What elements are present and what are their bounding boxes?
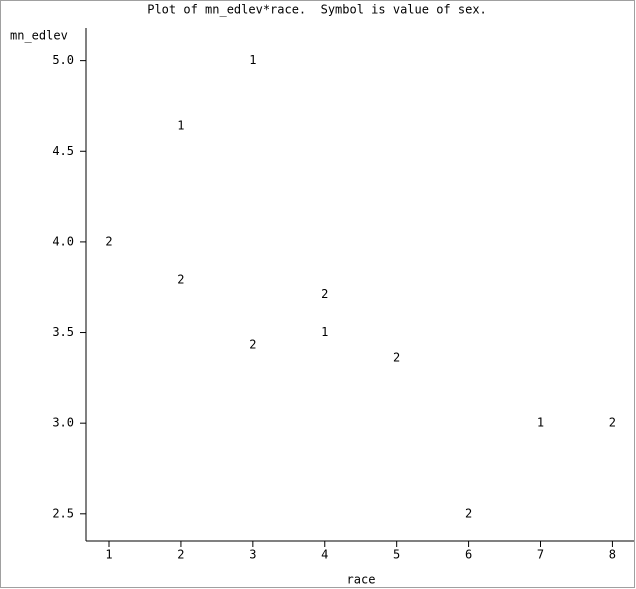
point-symbol: 2 [105, 234, 112, 248]
y-tick-label: 4.0 [52, 234, 74, 248]
x-tick-label: 6 [465, 548, 472, 562]
y-tick-label: 5.0 [52, 53, 74, 67]
y-tick-label: 3.0 [52, 416, 74, 430]
x-axis-label: race [347, 573, 376, 587]
y-axis-label: mn_edlev [10, 29, 68, 43]
y-tick-label: 4.5 [52, 144, 74, 158]
x-tick-label: 5 [393, 548, 400, 562]
x-tick-label: 3 [249, 548, 256, 562]
x-tick-label: 7 [537, 548, 544, 562]
point-symbol: 2 [393, 350, 400, 364]
x-tick-label: 1 [105, 548, 112, 562]
x-tick-label: 2 [177, 548, 184, 562]
x-tick-label: 4 [321, 548, 328, 562]
chart-title: Plot of mn_edlev*race. Symbol is value o… [147, 3, 487, 17]
y-tick-label: 3.5 [52, 325, 74, 339]
point-symbol: 2 [177, 272, 184, 286]
point-symbol: 2 [609, 416, 616, 430]
point-symbol: 1 [249, 53, 256, 67]
point-symbol: 2 [249, 338, 256, 352]
x-tick-label: 8 [609, 548, 616, 562]
point-symbol: 1 [537, 416, 544, 430]
point-symbol: 1 [321, 325, 328, 339]
y-tick-label: 2.5 [52, 506, 74, 520]
point-symbol: 2 [465, 506, 472, 520]
point-symbol: 2 [321, 287, 328, 301]
point-symbol: 1 [177, 118, 184, 132]
